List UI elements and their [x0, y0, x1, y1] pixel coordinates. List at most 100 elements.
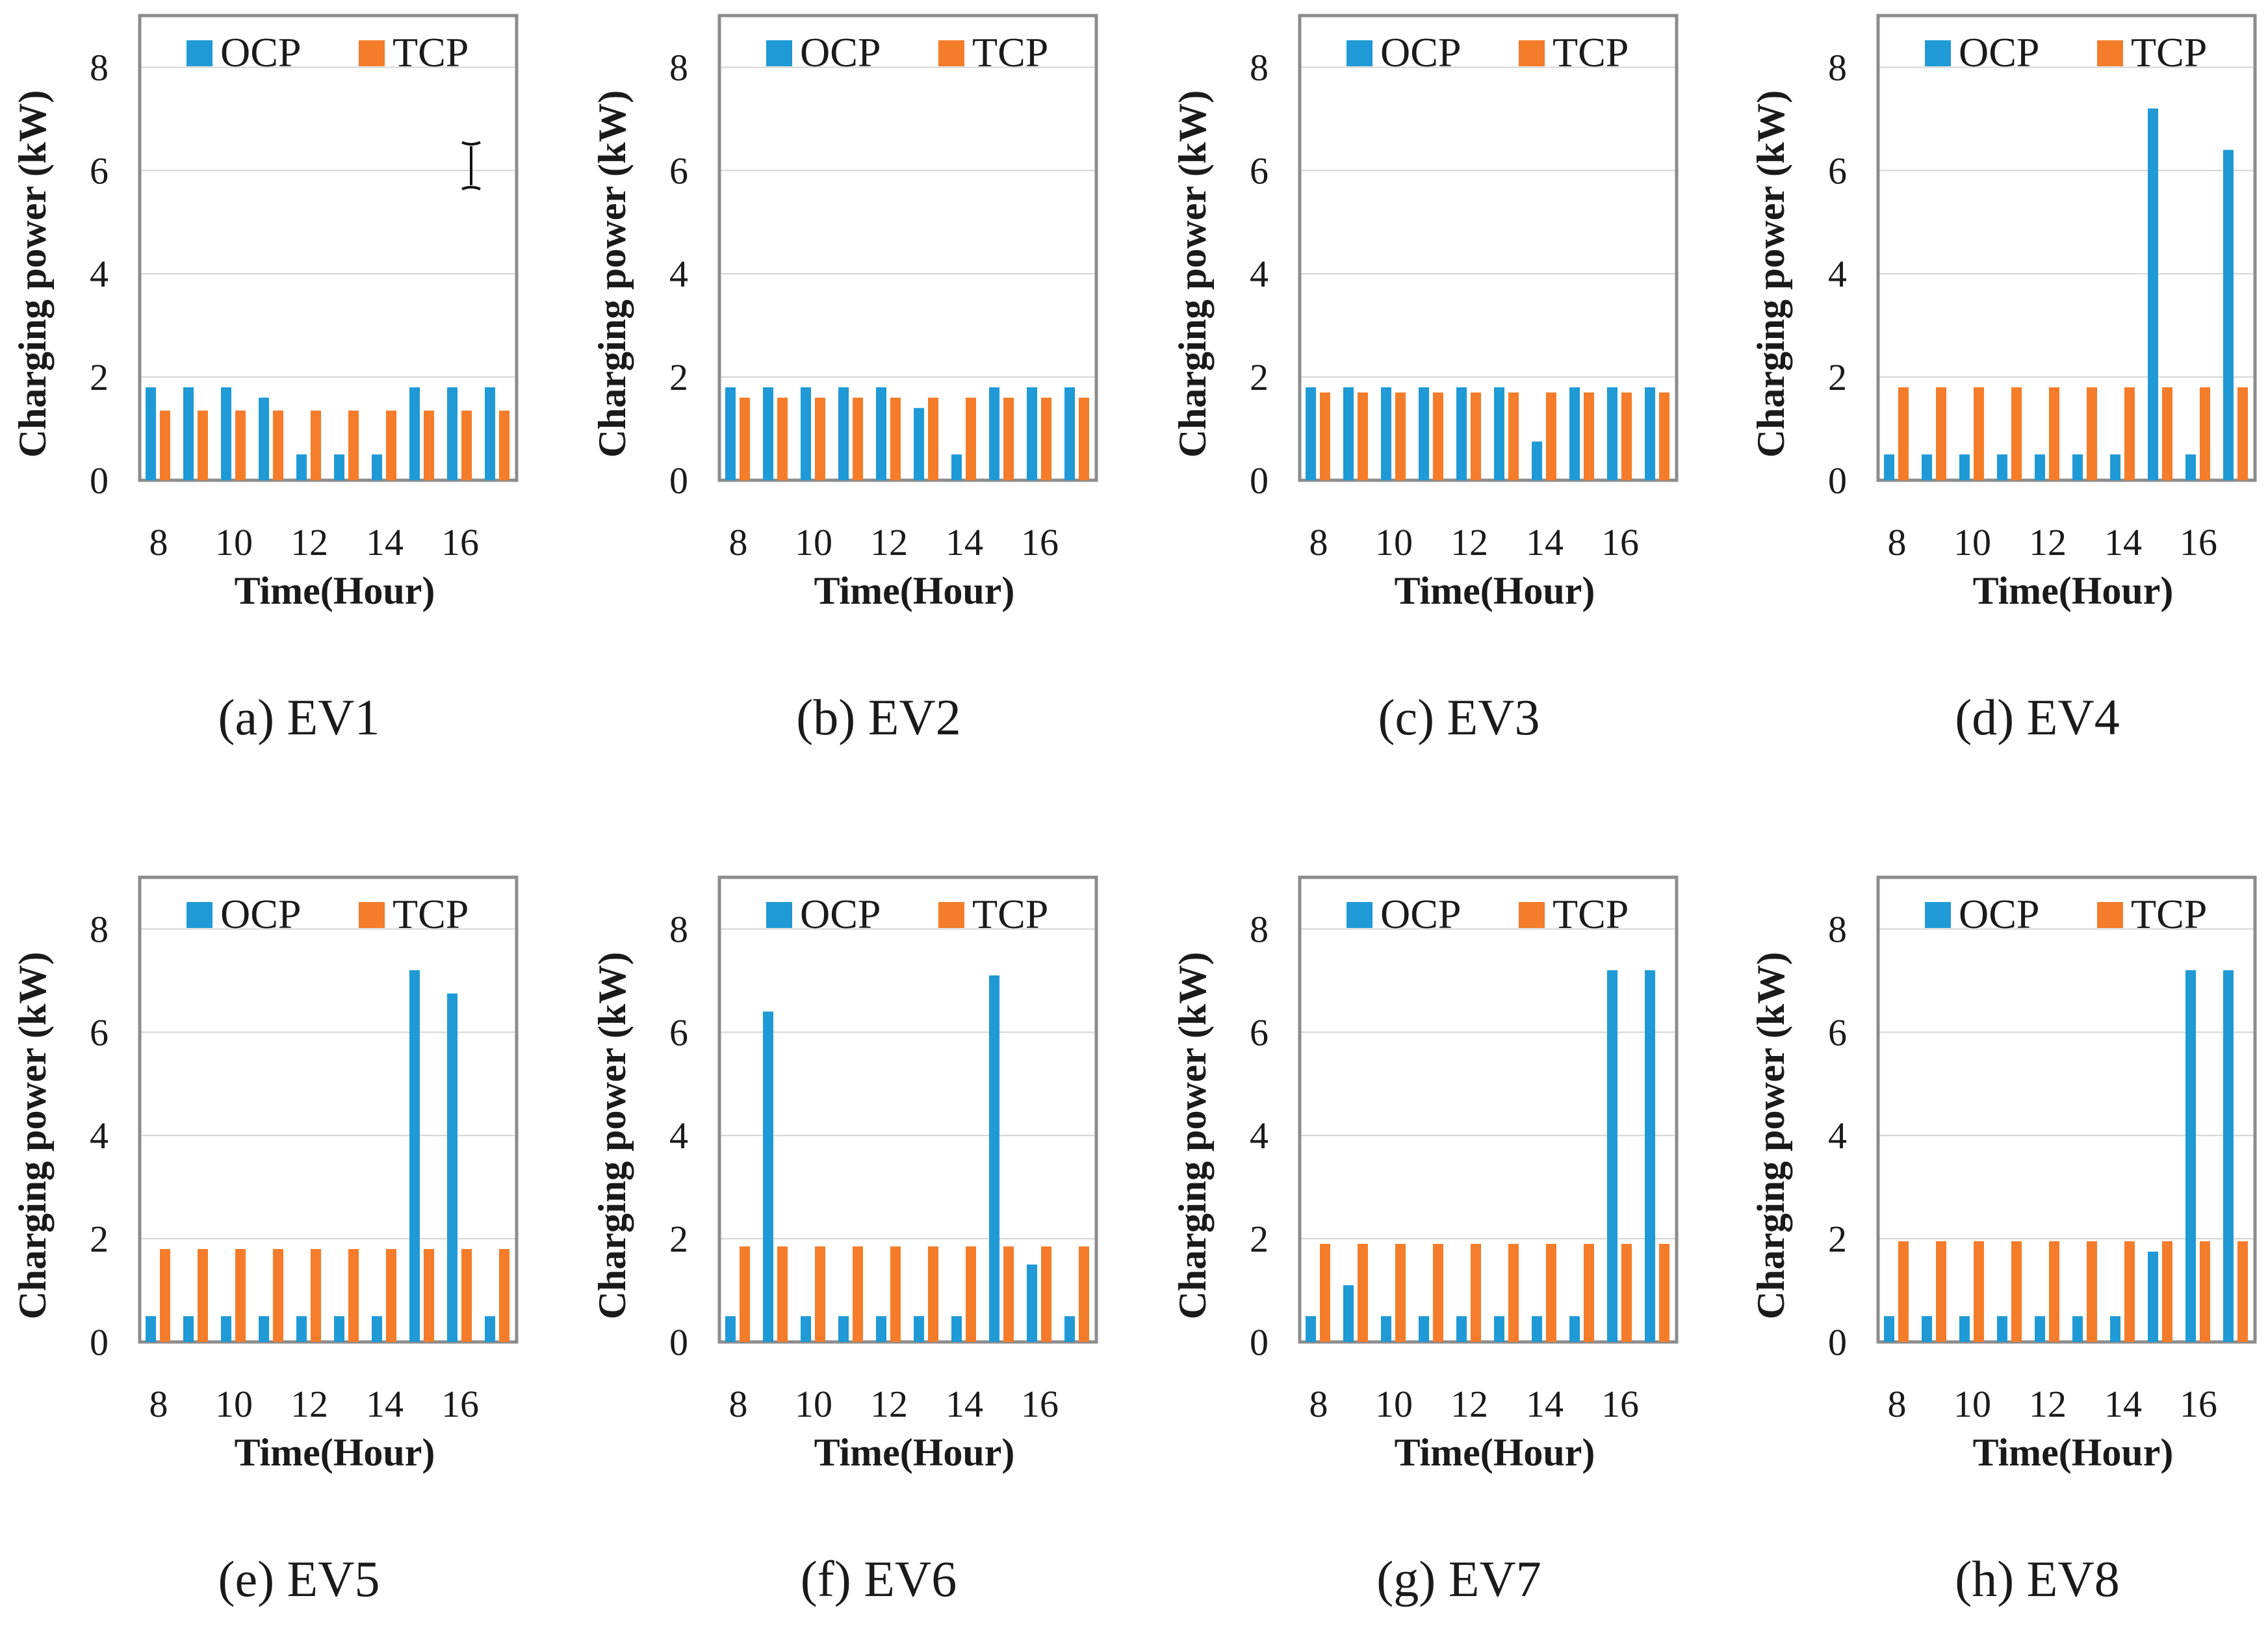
bar-ocp — [372, 1316, 382, 1342]
bar-ocp — [801, 1316, 811, 1342]
bar-ocp — [876, 1316, 886, 1342]
bar-tcp — [235, 1249, 246, 1342]
x-tick-label: 16 — [441, 521, 479, 563]
x-tick-label: 14 — [946, 1383, 983, 1425]
y-tick-label: 0 — [90, 459, 109, 502]
bar-tcp — [1659, 1244, 1669, 1342]
x-tick-label: 10 — [795, 1383, 832, 1425]
bar-tcp — [1041, 1246, 1051, 1342]
y-tick-label: 8 — [1828, 908, 1847, 950]
bar-tcp — [273, 410, 283, 480]
bar-ocp — [951, 1316, 962, 1342]
bar-ocp — [1922, 454, 1932, 480]
x-tick-label: 16 — [1021, 1383, 1059, 1425]
bar-ocp — [296, 454, 307, 480]
bar-ocp — [2110, 1316, 2120, 1342]
y-tick-label: 2 — [1250, 356, 1269, 398]
bar-ocp — [725, 1316, 736, 1342]
bar-ocp — [183, 387, 194, 480]
bar-ocp — [1064, 1316, 1075, 1342]
y-axis-title: Charging power (kW) — [1171, 952, 1214, 1320]
bar-ocp — [146, 387, 156, 480]
y-tick-label: 2 — [669, 1218, 688, 1260]
y-tick-label: 4 — [1828, 1115, 1847, 1157]
bar-tcp — [1471, 1244, 1481, 1342]
legend-swatch-ocp — [766, 902, 792, 928]
legend-label-tcp: TCP — [972, 29, 1048, 75]
bar-ocp — [146, 1316, 156, 1342]
x-tick-label: 8 — [149, 1383, 168, 1425]
bar-ocp — [1532, 441, 1542, 480]
x-tick-label: 10 — [1953, 1383, 1991, 1425]
x-tick-label: 8 — [729, 1383, 748, 1425]
bar-ocp — [1997, 1316, 2007, 1342]
x-tick-label: 10 — [1953, 521, 1991, 563]
y-axis-title: Charging power (kW) — [11, 952, 54, 1320]
x-tick-label: 14 — [946, 521, 983, 563]
bar-ocp — [1381, 1316, 1391, 1342]
bar-tcp — [890, 397, 901, 480]
bar-ocp — [2185, 970, 2196, 1342]
bar-tcp — [461, 410, 472, 480]
y-tick-label: 0 — [1828, 1321, 1847, 1363]
y-tick-label: 4 — [1250, 253, 1269, 295]
bar-ocp — [1419, 387, 1429, 480]
bar-ocp — [1532, 1316, 1542, 1342]
bar-ocp — [2148, 109, 2158, 480]
bar-tcp — [1433, 392, 1443, 480]
y-tick-label: 8 — [1250, 908, 1269, 950]
bar-ocp — [2035, 1316, 2045, 1342]
x-tick-label: 10 — [1375, 1383, 1413, 1425]
bar-ocp — [1306, 387, 1316, 480]
x-tick-label: 16 — [1601, 1383, 1639, 1425]
legend-swatch-ocp — [1925, 902, 1951, 928]
y-tick-label: 4 — [669, 1115, 688, 1157]
bar-tcp — [1358, 1244, 1368, 1342]
bar-tcp — [198, 1249, 208, 1342]
x-tick-label: 14 — [2104, 1383, 2142, 1425]
bar-ocp — [409, 387, 420, 480]
x-axis-title: Time(Hour) — [814, 1431, 1015, 1474]
plot-frame — [717, 14, 1098, 482]
legend-swatch-tcp — [938, 40, 964, 66]
legend-swatch-tcp — [938, 902, 964, 928]
bar-tcp — [311, 410, 321, 480]
bar-tcp — [2087, 1241, 2097, 1342]
bar-ocp — [1569, 387, 1580, 480]
bar-ocp — [334, 454, 344, 480]
bar-tcp — [1584, 1244, 1594, 1342]
y-tick-label: 0 — [90, 1321, 109, 1363]
bar-ocp — [1064, 387, 1075, 480]
panel-caption: (g) EV7 — [1376, 1551, 1541, 1607]
bar-tcp — [461, 1249, 472, 1342]
legend-label-tcp: TCP — [1553, 29, 1629, 75]
x-tick-label: 14 — [2104, 521, 2142, 563]
bar-tcp — [1395, 392, 1406, 480]
bar-tcp — [1003, 1246, 1014, 1342]
legend-label-tcp: TCP — [393, 891, 469, 937]
x-tick-label: 14 — [1526, 521, 1564, 563]
y-tick-label: 8 — [1828, 46, 1847, 88]
bar-tcp — [2087, 387, 2097, 480]
y-tick-label: 0 — [669, 459, 688, 502]
bar-tcp — [348, 1249, 359, 1342]
bar-ocp — [1884, 1316, 1894, 1342]
bar-ocp — [763, 387, 773, 480]
y-tick-label: 4 — [669, 253, 688, 295]
y-tick-label: 8 — [669, 908, 688, 950]
bar-ocp — [2072, 454, 2083, 480]
legend-label-ocp: OCP — [1959, 29, 2040, 75]
y-axis-title: Charging power (kW) — [11, 90, 54, 458]
bar-ocp — [296, 1316, 307, 1342]
bar-tcp — [890, 1246, 901, 1342]
bar-ocp — [2185, 454, 2196, 480]
bar-ocp — [183, 1316, 194, 1342]
bar-tcp — [1079, 397, 1089, 480]
plot-frame — [138, 14, 519, 482]
legend-label-tcp: TCP — [2131, 29, 2207, 75]
x-tick-label: 16 — [441, 1383, 479, 1425]
y-axis-title: Charging power (kW) — [1749, 952, 1792, 1320]
